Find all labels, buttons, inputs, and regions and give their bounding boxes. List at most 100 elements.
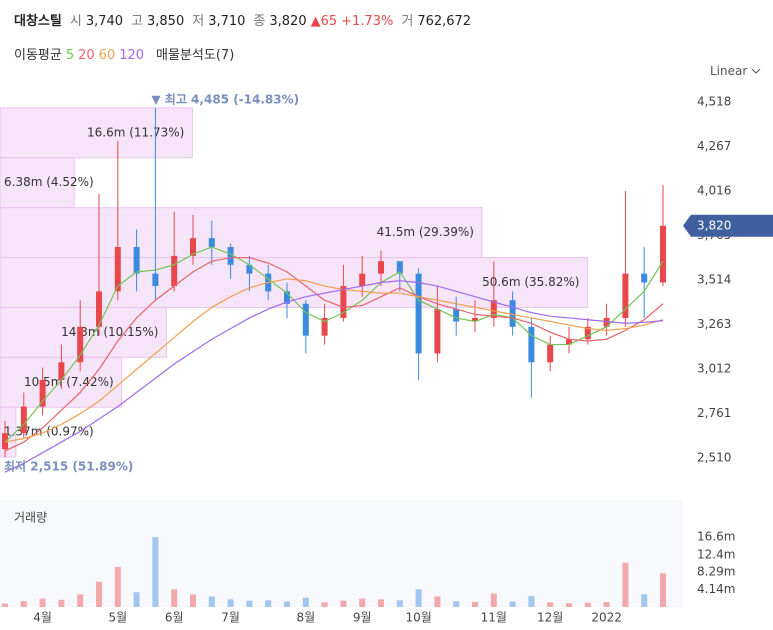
- candle-body: [528, 326, 535, 363]
- low-label: 저: [192, 14, 205, 29]
- x-tick-label: 9월: [353, 611, 372, 625]
- x-tick-label: 6월: [165, 611, 184, 625]
- profile-band: [0, 107, 193, 159]
- volume-bar: [453, 601, 460, 607]
- candle-body: [58, 362, 65, 381]
- candle-body: [622, 273, 629, 318]
- volume-bar: [396, 600, 403, 607]
- candle-body: [133, 247, 140, 274]
- min-marker: 최저 2,515 (51.89%): [4, 459, 133, 474]
- change: ▲65: [310, 14, 338, 29]
- volume-bar: [603, 601, 610, 607]
- y-tick-label: 3,514: [697, 273, 731, 287]
- volume-bar: [246, 600, 253, 607]
- x-tick-label: 12월: [537, 611, 563, 625]
- scale-label[interactable]: Linear: [710, 64, 748, 78]
- quote-row: 대창스틸 시 3,740 고 3,850 저 3,710 종 3,820 ▲65 +1.7…: [14, 10, 471, 29]
- y-tick-label: 4,267: [697, 139, 731, 153]
- candle-body: [152, 273, 159, 287]
- candle-body: [321, 317, 328, 336]
- volume-panel: [0, 500, 683, 607]
- volume-bar: [20, 601, 27, 607]
- ma-line: [4, 280, 664, 473]
- volume-bar: [284, 601, 290, 607]
- high: 3,850: [147, 14, 185, 29]
- profile-band: [0, 157, 75, 209]
- candle-body: [190, 238, 196, 256]
- x-tick-label: 8월: [296, 611, 315, 625]
- y-tick-label: 4,016: [697, 184, 731, 198]
- profile-label[interactable]: 매물분석도(7): [156, 48, 235, 63]
- candle-body: [509, 300, 516, 327]
- candle-body: [566, 339, 572, 345]
- candle-body: [340, 286, 347, 318]
- candle-body: [114, 247, 121, 292]
- ma-line: [4, 257, 664, 452]
- y-tick-label: 2,510: [697, 451, 731, 465]
- candle-body: [415, 273, 422, 354]
- profile-label: 6.38m (4.52%): [4, 175, 94, 189]
- legend-item[interactable]: 60: [98, 48, 116, 63]
- candle-body: [584, 326, 591, 340]
- legend-item[interactable]: 5: [65, 48, 75, 63]
- volume-label: 거: [401, 14, 414, 29]
- x-tick-label: 2022: [591, 611, 622, 625]
- profile-label: 50.6m (35.82%): [482, 275, 579, 289]
- volume-bar: [340, 600, 347, 607]
- volume-bar: [547, 602, 554, 607]
- y-tick-label: 2,761: [697, 406, 731, 420]
- scale-toggle[interactable]: Linear: [710, 64, 761, 78]
- candle-body: [39, 380, 46, 407]
- volume-bar: [622, 562, 629, 607]
- volume-bar: [566, 603, 572, 607]
- volume-bar: [58, 599, 65, 607]
- volume-bar: [39, 598, 46, 607]
- volume-bar: [584, 602, 591, 607]
- volume-tick-label: 12.4m: [697, 547, 735, 561]
- y-tick-label: 3,012: [697, 362, 731, 376]
- volume-tick-label: 4.14m: [697, 582, 735, 596]
- candle-body: [453, 309, 460, 322]
- stock-name: 대창스틸: [14, 14, 62, 29]
- legend-item[interactable]: 120: [119, 48, 145, 63]
- legend-row: 이동평균 5 20 60 120 매물분석도(7): [14, 44, 234, 63]
- volume-bar: [302, 597, 309, 607]
- candle-body: [660, 225, 666, 283]
- volume-bar: [133, 592, 140, 607]
- max-marker: ▼ 최고 4,485 (-14.83%): [151, 91, 299, 106]
- volume-bar: [472, 601, 478, 607]
- change-pct: +1.73%: [341, 14, 394, 29]
- profile-label: 10.5m (7.42%): [24, 375, 114, 389]
- x-tick-label: 4월: [33, 611, 52, 625]
- volume-bar: [660, 573, 666, 607]
- candle-body: [396, 261, 403, 274]
- candle-body: [603, 317, 610, 327]
- x-tick-label: 11월: [481, 611, 507, 625]
- volume-bar: [321, 602, 328, 607]
- x-tick-label: 10월: [405, 611, 431, 625]
- volume-bar: [77, 594, 84, 607]
- volume-bar: [415, 589, 422, 607]
- legend-item[interactable]: 20: [78, 48, 95, 63]
- close: 3,820: [269, 14, 307, 29]
- volume-bar: [152, 537, 159, 607]
- candle-body: [284, 291, 290, 304]
- volume-bar: [171, 589, 178, 607]
- y-tick-label: 4,518: [697, 95, 731, 109]
- candle-body: [472, 317, 478, 322]
- candle-body: [490, 300, 497, 318]
- ma-line: [4, 278, 664, 443]
- volume-bar: [528, 596, 535, 607]
- candle-body: [96, 291, 102, 327]
- volume-bar: [96, 581, 102, 607]
- volume-bar: [114, 566, 121, 607]
- volume-bar: [641, 594, 648, 607]
- volume-bar: [190, 594, 196, 607]
- candle-body: [302, 303, 309, 336]
- y-tick-label: 3,263: [697, 317, 731, 331]
- candle-body: [2, 433, 8, 450]
- profile-label: 41.5m (29.39%): [377, 225, 474, 239]
- candle-body: [227, 247, 234, 265]
- ma-label[interactable]: 이동평균: [14, 48, 62, 63]
